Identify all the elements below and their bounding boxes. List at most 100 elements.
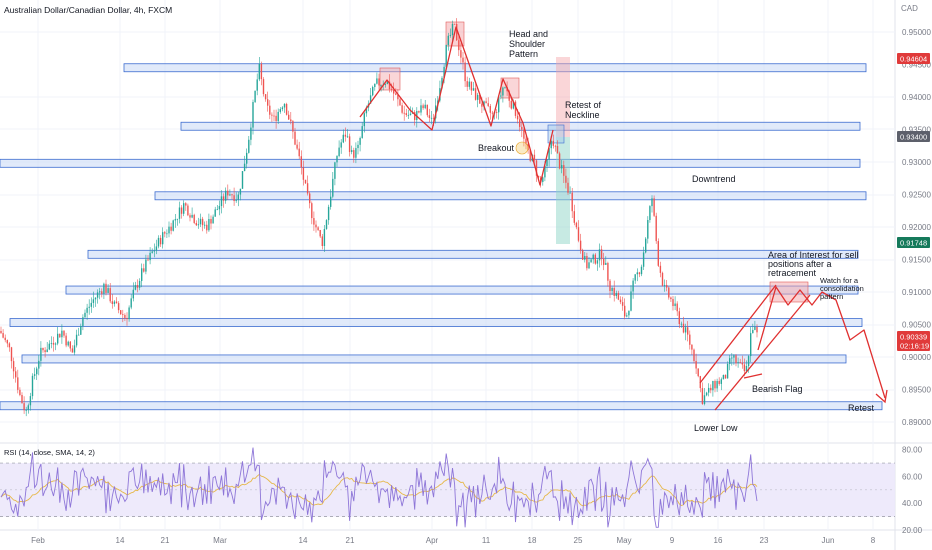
candle-body (233, 195, 235, 202)
candle-body (155, 246, 158, 251)
candle-body (225, 190, 227, 201)
candle-body (319, 229, 321, 237)
candle-body (603, 258, 605, 265)
candle-body (141, 268, 143, 281)
candle-body (500, 95, 502, 97)
candle-body (365, 107, 368, 114)
candle-body (376, 78, 378, 84)
price-badge-bg (897, 53, 930, 64)
candle-body (756, 326, 758, 333)
candle-body (214, 209, 216, 217)
candle-body (624, 305, 626, 317)
candle-body (468, 81, 470, 87)
candle-body (80, 325, 82, 335)
candle-body (642, 252, 645, 267)
y-tick-label: 0.90500 (902, 321, 931, 330)
candle-body (105, 283, 107, 293)
candle-body (189, 215, 191, 218)
candle-body (69, 341, 71, 349)
candle-body (166, 233, 168, 235)
candle-body (401, 105, 403, 113)
candle-body (292, 121, 294, 132)
x-tick-label: 18 (528, 536, 537, 545)
candle-body (682, 323, 685, 333)
candle-body (485, 101, 487, 104)
candle-body (271, 114, 273, 116)
candle-body (567, 182, 569, 193)
x-tick-label: Jun (822, 536, 835, 545)
candle-body (115, 301, 118, 304)
candle-body (250, 127, 252, 140)
candle-body (523, 129, 525, 139)
candle-body (338, 147, 340, 157)
candle-body (176, 218, 179, 220)
candle-body (565, 175, 567, 183)
candle-body (54, 343, 57, 345)
candle-body (239, 188, 242, 195)
zone-rect-8 (0, 401, 883, 411)
candle-body (420, 105, 422, 113)
candle-body (330, 196, 332, 207)
candle-body (716, 380, 718, 389)
candle-body (73, 345, 76, 353)
candle-body (739, 362, 741, 363)
candle-body (124, 315, 126, 318)
candle-body (17, 377, 19, 390)
candle-body (94, 297, 97, 300)
candle-body (220, 196, 223, 207)
candle-body (227, 190, 229, 196)
candle-body (378, 78, 380, 86)
candle-body (359, 137, 361, 145)
candle-body (741, 362, 743, 365)
candle-body (720, 379, 722, 384)
candle-body (470, 81, 473, 91)
candle-body (61, 330, 63, 338)
candle-body (384, 84, 386, 85)
candle-body (550, 140, 552, 149)
candle-body (327, 206, 330, 221)
candle-body (317, 227, 319, 230)
candle-body (180, 207, 183, 214)
annotation-retest: Retest (848, 403, 875, 413)
candle-body (729, 358, 731, 364)
x-tick-label: 8 (871, 536, 876, 545)
candle-body (689, 334, 691, 345)
candle-body (281, 107, 284, 110)
candle-body (512, 101, 515, 109)
candle-body (561, 165, 563, 169)
y-tick-label: 0.89500 (902, 386, 931, 395)
candle-body (229, 194, 231, 196)
breakout-circle (515, 141, 529, 155)
candle-body (670, 297, 672, 300)
rsi-tick-label: 60.00 (902, 472, 923, 481)
candle-body (241, 171, 244, 189)
candle-body (332, 178, 334, 197)
annotation-bearish-flag: Bearish Flag (752, 384, 803, 394)
candle-body (267, 99, 269, 106)
candle-body (430, 117, 433, 119)
candle-body (187, 205, 189, 216)
candle-body (657, 241, 659, 266)
candle-body (346, 136, 349, 138)
candle-body (170, 226, 172, 231)
candle-body (361, 126, 363, 138)
candle-body (323, 228, 326, 246)
candle-body (395, 93, 397, 95)
candle-body (252, 102, 254, 128)
candle-body (510, 100, 512, 109)
candle-body (668, 287, 670, 298)
candle-body (355, 148, 357, 158)
candle-body (634, 274, 636, 281)
currency-label: CAD (901, 4, 918, 13)
candle-body (4, 337, 6, 341)
candle-body (571, 192, 573, 212)
candle-body (726, 363, 729, 379)
candle-body (6, 340, 8, 344)
candle-body (334, 162, 336, 179)
candle-body (273, 115, 275, 117)
candle-body (537, 175, 540, 178)
x-tick-label: 23 (760, 536, 769, 545)
candle-body (63, 330, 65, 336)
candle-body (222, 196, 225, 201)
